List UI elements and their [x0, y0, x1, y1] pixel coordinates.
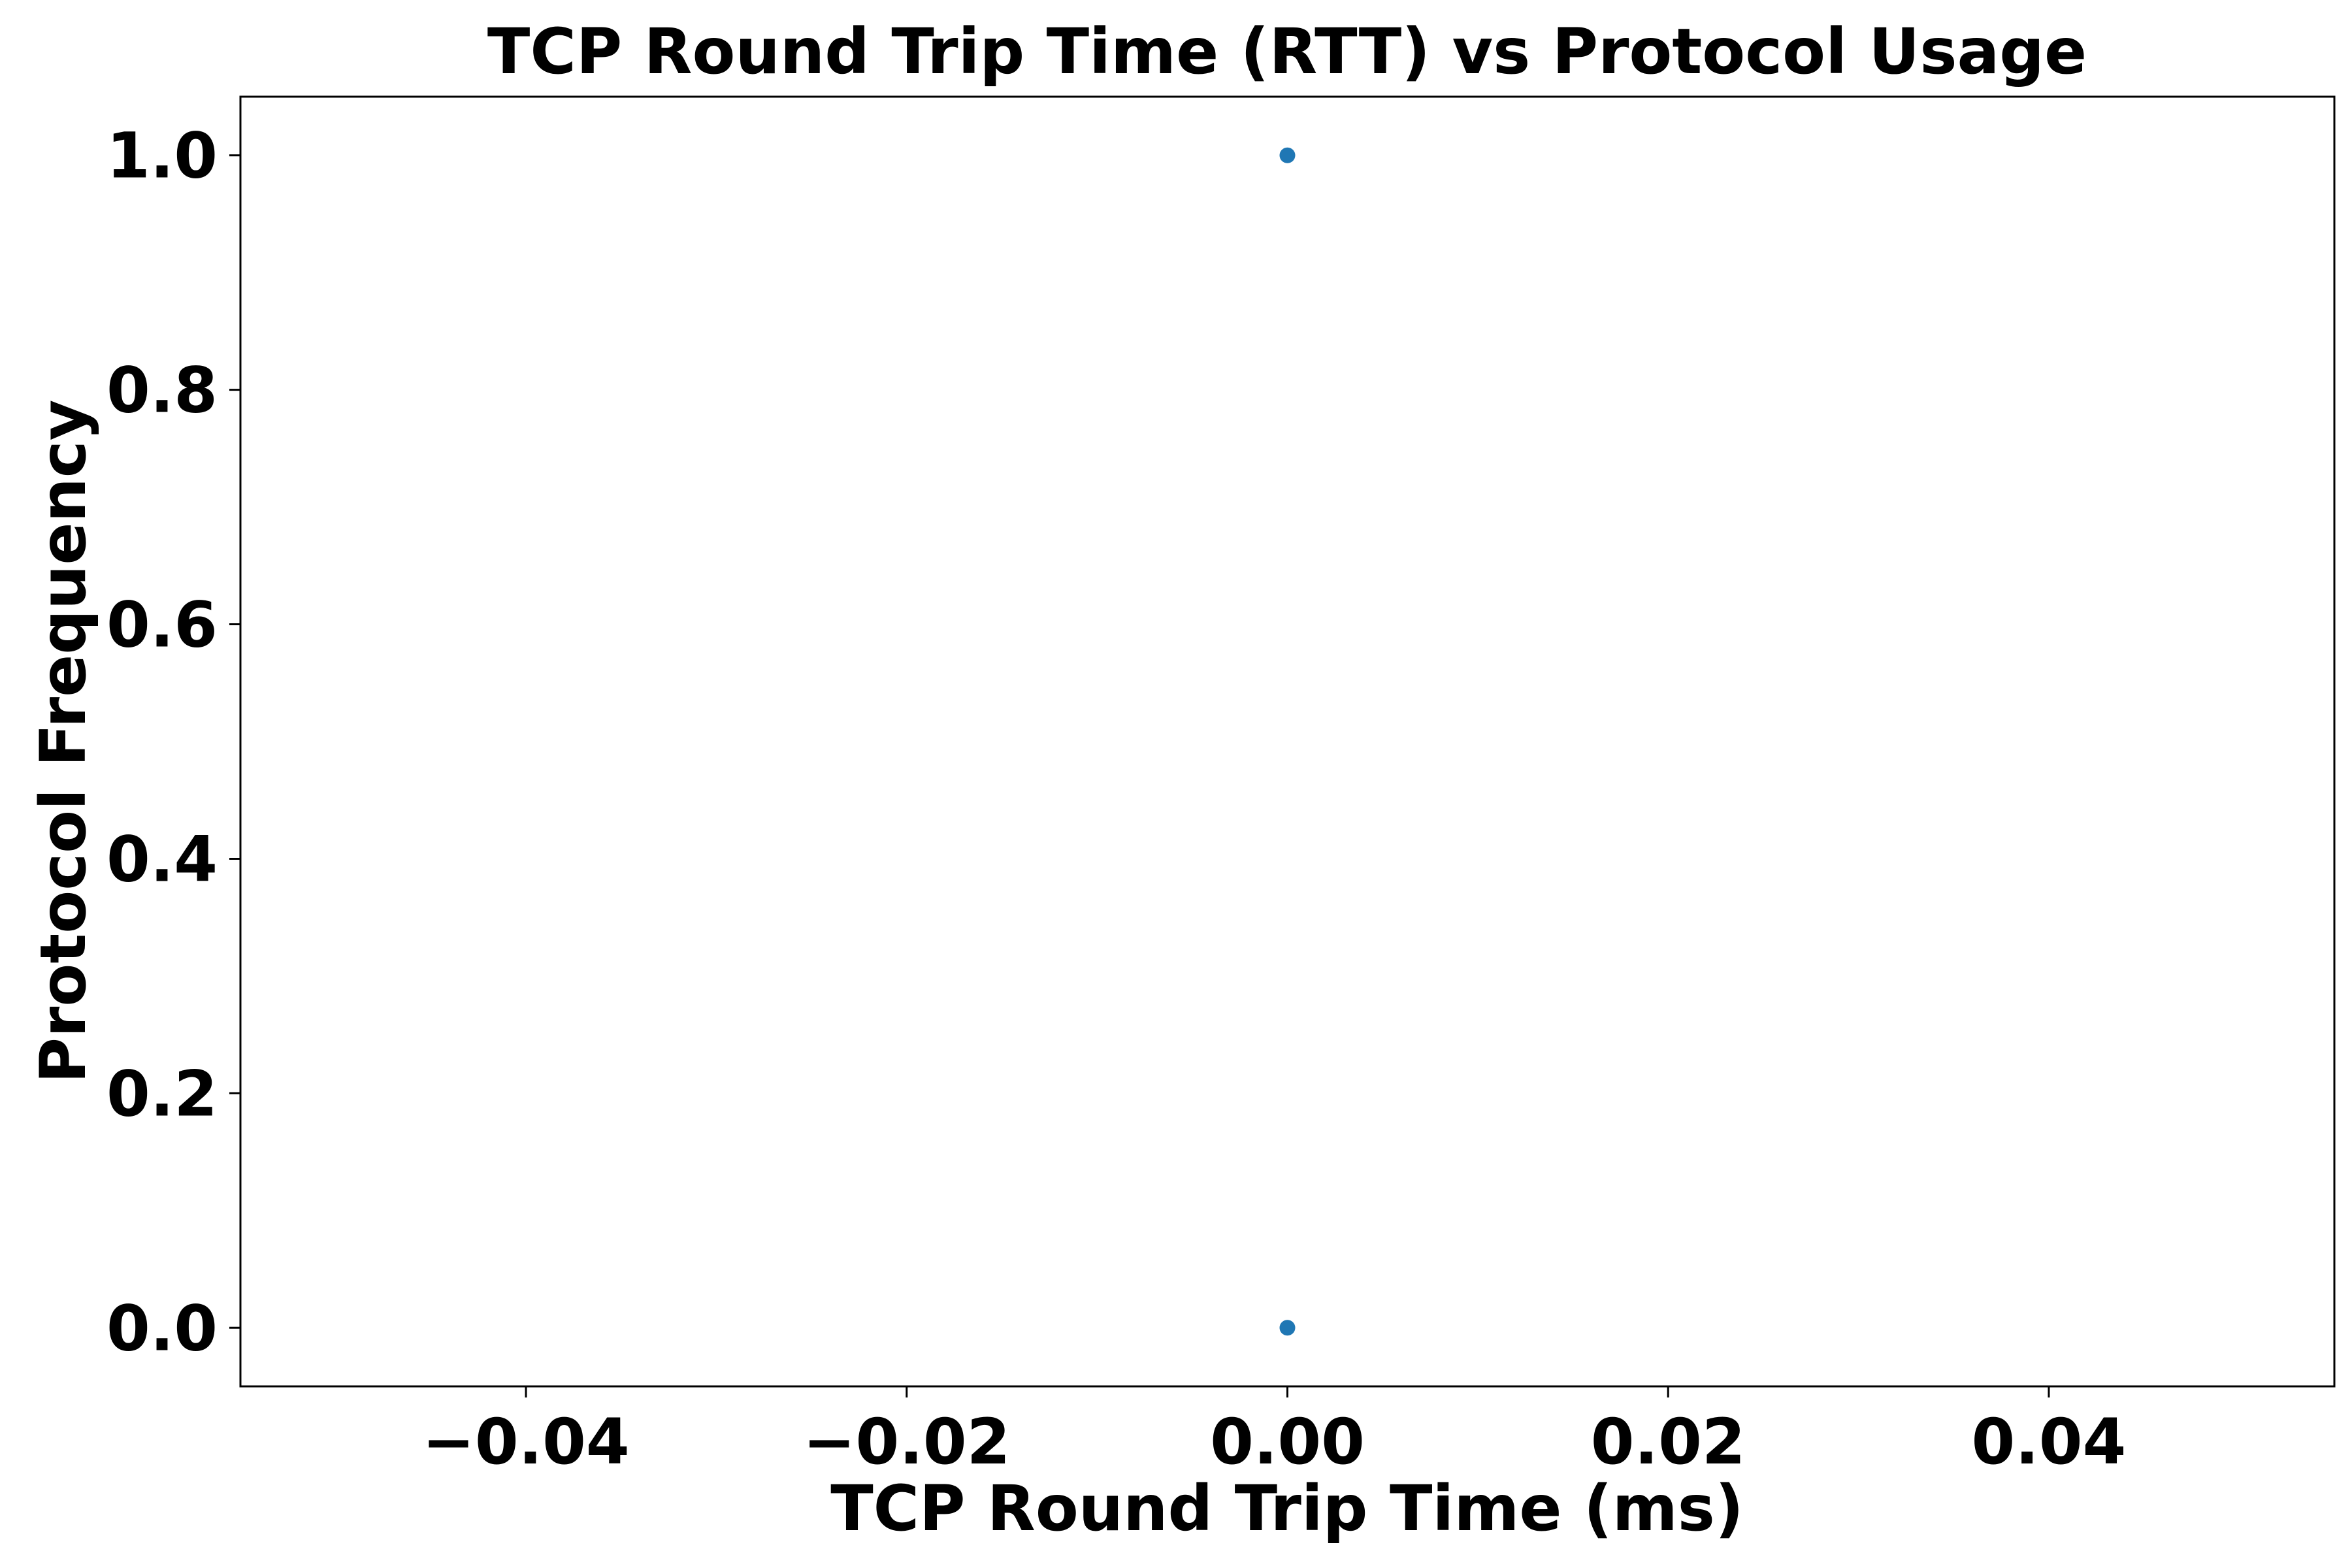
x-tick-label: 0.04 [1972, 1405, 2127, 1478]
x-tick-label: 0.02 [1591, 1405, 1746, 1478]
data-points [1279, 147, 1296, 1336]
x-tick-label: 0.00 [1210, 1405, 1365, 1478]
x-axis-label: TCP Round Trip Time (ms) [830, 1472, 1744, 1545]
y-tick-label: 0.0 [106, 1292, 218, 1365]
y-axis-ticks: 0.0 0.2 0.4 0.6 0.8 1.0 [106, 120, 240, 1365]
x-tick-label: −0.02 [803, 1405, 1010, 1478]
y-axis-label: Protocol Frequency [27, 400, 100, 1084]
x-tick-label: −0.04 [422, 1405, 629, 1478]
plot-area: −0.04 −0.02 0.00 0.02 0.04 0.0 0.2 0.4 0.6 0.8 1.… [106, 95, 2336, 1478]
y-tick-label: 0.2 [106, 1057, 218, 1130]
x-axis-ticks: −0.04 −0.02 0.00 0.02 0.04 [422, 1386, 2126, 1478]
y-tick-label: 1.0 [106, 120, 218, 193]
y-tick-label: 0.8 [106, 354, 218, 427]
chart-title: TCP Round Trip Time (RTT) vs Protocol Us… [487, 15, 2087, 88]
data-point [1279, 147, 1296, 163]
y-tick-label: 0.4 [106, 823, 218, 896]
data-point [1279, 1320, 1296, 1336]
y-tick-label: 0.6 [106, 589, 218, 662]
